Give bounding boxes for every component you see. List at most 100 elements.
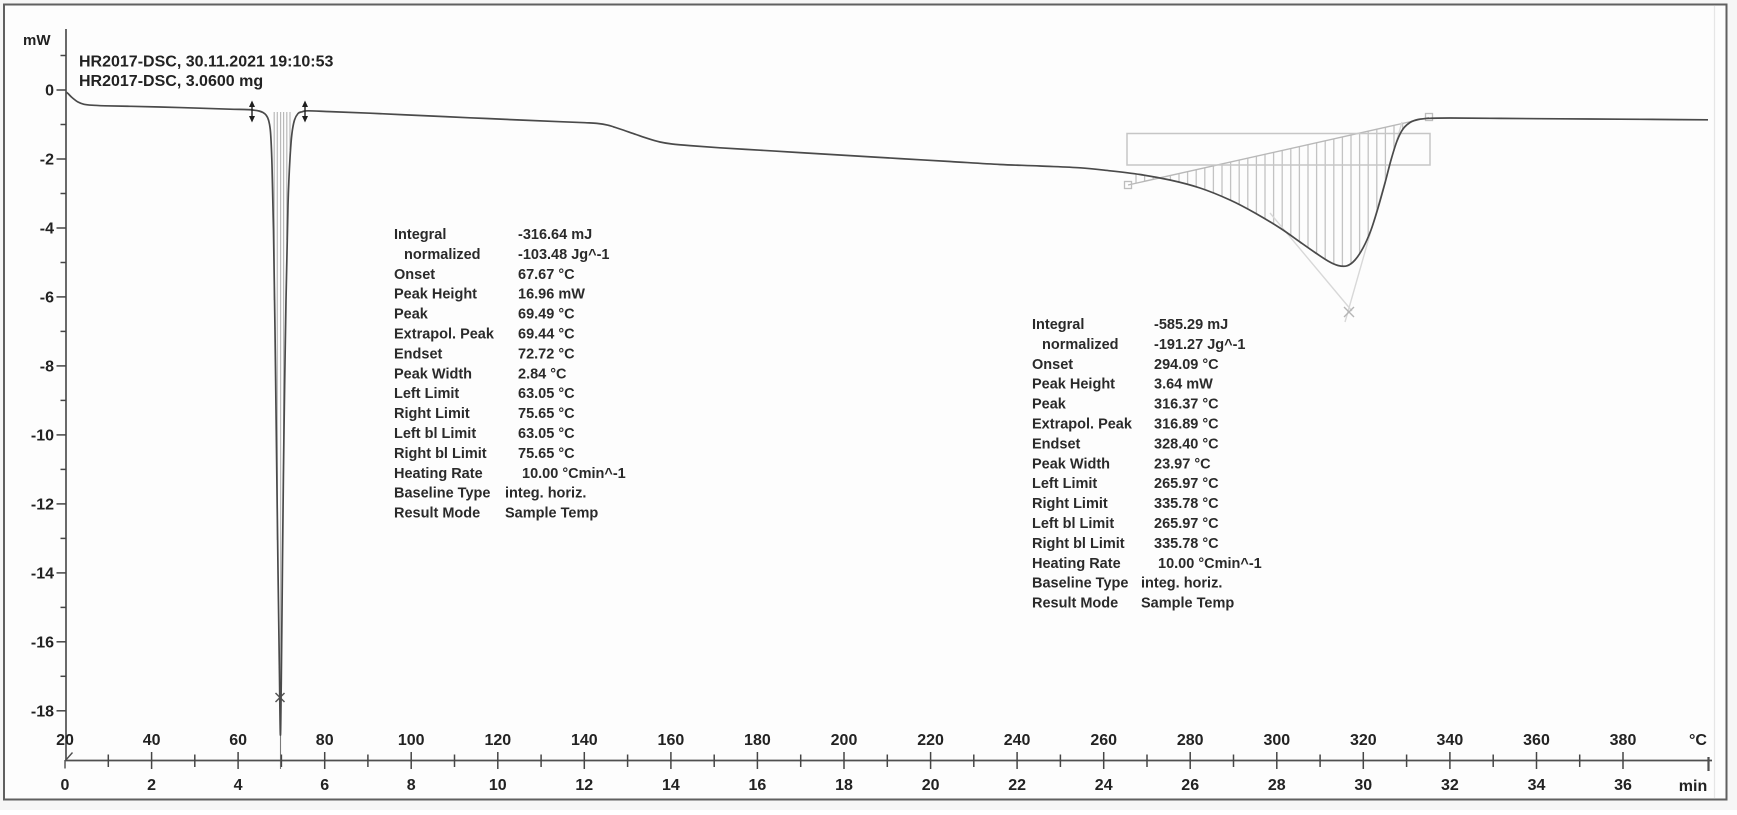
svg-text:Peak Height: Peak Height bbox=[1032, 377, 1115, 393]
svg-text:Integral: Integral bbox=[394, 227, 446, 243]
svg-text:integ. horiz.: integ. horiz. bbox=[505, 486, 586, 502]
svg-text:-191.27 Jg^-1: -191.27 Jg^-1 bbox=[1154, 337, 1246, 353]
svg-text:10.00 °Cmin^-1: 10.00 °Cmin^-1 bbox=[522, 466, 626, 482]
svg-text:69.49 °C: 69.49 °C bbox=[518, 307, 575, 323]
svg-text:200: 200 bbox=[831, 732, 858, 749]
svg-text:32: 32 bbox=[1441, 777, 1459, 794]
svg-text:Result Mode: Result Mode bbox=[1032, 596, 1118, 612]
svg-text:0: 0 bbox=[45, 83, 54, 100]
svg-text:3.64 mW: 3.64 mW bbox=[1154, 377, 1213, 393]
svg-text:28: 28 bbox=[1268, 777, 1286, 794]
svg-text:335.78 °C: 335.78 °C bbox=[1154, 496, 1219, 512]
svg-text:Peak Width: Peak Width bbox=[394, 366, 472, 382]
svg-text:280: 280 bbox=[1177, 732, 1204, 749]
svg-text:mW: mW bbox=[23, 32, 51, 49]
svg-text:normalized: normalized bbox=[1042, 337, 1119, 353]
svg-text:Left Limit: Left Limit bbox=[1032, 476, 1097, 492]
svg-text:10: 10 bbox=[489, 777, 507, 794]
svg-text:18: 18 bbox=[835, 777, 853, 794]
svg-text:Baseline Type: Baseline Type bbox=[1032, 576, 1128, 592]
svg-text:12: 12 bbox=[575, 777, 593, 794]
svg-text:Onset: Onset bbox=[394, 267, 435, 283]
svg-text:20: 20 bbox=[922, 777, 940, 794]
svg-text:Onset: Onset bbox=[1032, 357, 1073, 373]
svg-text:-18: -18 bbox=[31, 703, 54, 720]
svg-text:36: 36 bbox=[1614, 777, 1632, 794]
svg-text:min: min bbox=[1679, 778, 1707, 795]
svg-text:Left bl Limit: Left bl Limit bbox=[394, 426, 476, 442]
svg-text:Right Limit: Right Limit bbox=[1032, 496, 1108, 512]
svg-text:265.97 °C: 265.97 °C bbox=[1154, 516, 1219, 532]
svg-text:72.72 °C: 72.72 °C bbox=[518, 346, 575, 362]
svg-text:240: 240 bbox=[1004, 732, 1031, 749]
svg-text:Left Limit: Left Limit bbox=[394, 386, 459, 402]
svg-text:-14: -14 bbox=[31, 565, 54, 582]
svg-text:69.44 °C: 69.44 °C bbox=[518, 327, 575, 343]
svg-text:Right bl Limit: Right bl Limit bbox=[394, 446, 487, 462]
svg-text:67.67 °C: 67.67 °C bbox=[518, 267, 575, 283]
svg-text:120: 120 bbox=[484, 732, 511, 749]
svg-text:80: 80 bbox=[316, 732, 334, 749]
svg-text:Sample Temp: Sample Temp bbox=[1141, 596, 1234, 612]
svg-text:20: 20 bbox=[56, 732, 74, 749]
svg-text:24: 24 bbox=[1095, 777, 1113, 794]
svg-text:23.97 °C: 23.97 °C bbox=[1154, 456, 1211, 472]
svg-text:140: 140 bbox=[571, 732, 598, 749]
svg-text:Peak Height: Peak Height bbox=[394, 287, 477, 303]
svg-text:Left bl Limit: Left bl Limit bbox=[1032, 516, 1114, 532]
svg-text:Sample Temp: Sample Temp bbox=[505, 506, 598, 522]
svg-text:-4: -4 bbox=[40, 221, 54, 238]
svg-text:294.09 °C: 294.09 °C bbox=[1154, 357, 1219, 373]
svg-text:-103.48 Jg^-1: -103.48 Jg^-1 bbox=[518, 247, 610, 263]
svg-text:Endset: Endset bbox=[1032, 436, 1081, 452]
svg-text:335.78 °C: 335.78 °C bbox=[1154, 536, 1219, 552]
svg-text:Baseline Type: Baseline Type bbox=[394, 486, 490, 502]
svg-text:Heating Rate: Heating Rate bbox=[1032, 556, 1121, 572]
svg-text:260: 260 bbox=[1090, 732, 1117, 749]
svg-text:14: 14 bbox=[662, 777, 680, 794]
svg-text:4: 4 bbox=[234, 777, 243, 794]
svg-text:16: 16 bbox=[749, 777, 767, 794]
svg-text:63.05 °C: 63.05 °C bbox=[518, 426, 575, 442]
svg-text:2.84 °C: 2.84 °C bbox=[518, 366, 567, 382]
svg-text:Endset: Endset bbox=[394, 346, 443, 362]
svg-text:integ. horiz.: integ. horiz. bbox=[1141, 576, 1222, 592]
svg-text:2: 2 bbox=[147, 777, 156, 794]
svg-text:316.37 °C: 316.37 °C bbox=[1154, 397, 1219, 413]
svg-text:HR2017-DSC, 30.11.2021 19:10:5: HR2017-DSC, 30.11.2021 19:10:53 bbox=[79, 54, 333, 71]
svg-text:60: 60 bbox=[229, 732, 247, 749]
svg-text:300: 300 bbox=[1263, 732, 1290, 749]
svg-text:40: 40 bbox=[143, 732, 161, 749]
svg-text:34: 34 bbox=[1528, 777, 1546, 794]
svg-text:265.97 °C: 265.97 °C bbox=[1154, 476, 1219, 492]
svg-text:Extrapol. Peak: Extrapol. Peak bbox=[394, 327, 495, 343]
svg-text:360: 360 bbox=[1523, 732, 1550, 749]
svg-text:°C: °C bbox=[1689, 732, 1707, 749]
svg-text:75.65 °C: 75.65 °C bbox=[518, 446, 575, 462]
svg-text:328.40 °C: 328.40 °C bbox=[1154, 436, 1219, 452]
svg-text:26: 26 bbox=[1181, 777, 1199, 794]
svg-text:-16: -16 bbox=[31, 634, 54, 651]
svg-text:380: 380 bbox=[1610, 732, 1637, 749]
svg-text:Peak: Peak bbox=[394, 307, 429, 323]
svg-text:220: 220 bbox=[917, 732, 944, 749]
svg-text:8: 8 bbox=[407, 777, 416, 794]
svg-text:Right Limit: Right Limit bbox=[394, 406, 470, 422]
svg-text:Extrapol. Peak: Extrapol. Peak bbox=[1032, 417, 1133, 433]
svg-text:75.65 °C: 75.65 °C bbox=[518, 406, 575, 422]
svg-text:-316.64 mJ: -316.64 mJ bbox=[518, 227, 592, 243]
svg-text:160: 160 bbox=[658, 732, 685, 749]
svg-text:Peak: Peak bbox=[1032, 397, 1067, 413]
svg-text:63.05 °C: 63.05 °C bbox=[518, 386, 575, 402]
svg-text:10.00 °Cmin^-1: 10.00 °Cmin^-1 bbox=[1158, 556, 1262, 572]
svg-text:normalized: normalized bbox=[404, 247, 481, 263]
svg-text:-10: -10 bbox=[31, 427, 54, 444]
svg-text:180: 180 bbox=[744, 732, 771, 749]
svg-text:316.89 °C: 316.89 °C bbox=[1154, 417, 1219, 433]
svg-text:-585.29 mJ: -585.29 mJ bbox=[1154, 317, 1228, 333]
svg-text:30: 30 bbox=[1354, 777, 1372, 794]
svg-text:Heating Rate: Heating Rate bbox=[394, 466, 483, 482]
svg-text:-12: -12 bbox=[31, 496, 54, 513]
svg-text:-8: -8 bbox=[40, 358, 54, 375]
svg-text:100: 100 bbox=[398, 732, 425, 749]
